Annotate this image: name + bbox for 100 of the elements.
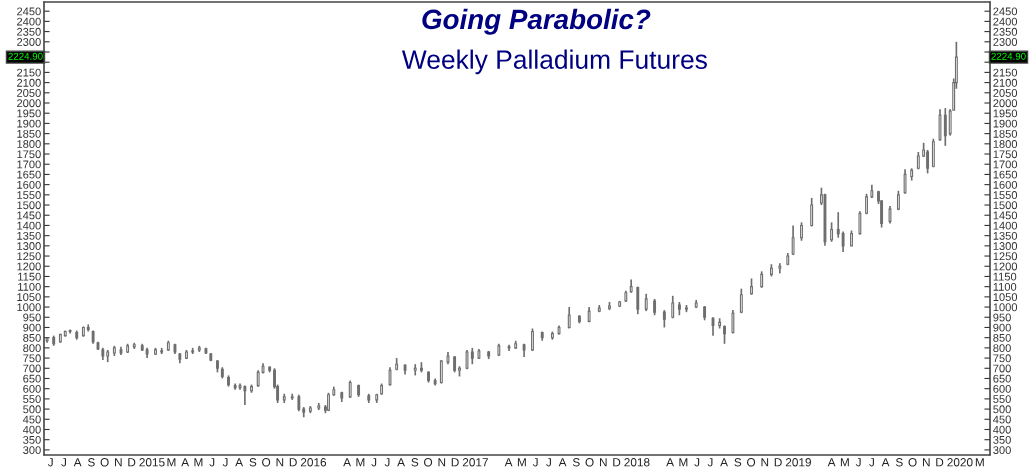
candlestick [154, 347, 157, 356]
x-tick-label: 2019 [785, 458, 811, 467]
y2-tick-label: 1250 [993, 252, 1018, 261]
x-tick-label: O [747, 458, 756, 467]
y-tick-label: 2050 [17, 89, 41, 97]
y-tick-label: 500 [23, 405, 41, 414]
x-tick-label: A [558, 458, 567, 467]
x-tick-label: J [209, 458, 215, 467]
y-tick-label: 750 [23, 354, 41, 363]
y2-tick-label: 800 [993, 344, 1011, 353]
x-tick-label: A [397, 458, 405, 467]
y-tick-label: 300 [23, 446, 41, 455]
x-tick-label: J [707, 458, 713, 467]
y2-tick-label: 1200 [993, 262, 1018, 271]
y2-tick-label: 1000 [993, 303, 1018, 312]
x-tick-label: J [694, 458, 700, 467]
y2-tick-label: 1350 [993, 231, 1018, 240]
x-tick-label: A [666, 458, 675, 467]
y-tick-label: 1050 [17, 293, 41, 301]
y-tick-label: 1350 [17, 231, 41, 240]
y2-tick-label: 550 [993, 395, 1011, 404]
x-tick-label: J [47, 458, 53, 467]
y2-tick-label: 1150 [993, 272, 1017, 281]
candlestick [791, 224, 795, 256]
y-tick-label: 1600 [17, 180, 41, 189]
y-tick-label: 850 [23, 333, 41, 342]
y2-tick-label: 750 [993, 354, 1011, 363]
y-tick-label: 450 [22, 415, 41, 424]
y2-tick-label: 1700 [993, 160, 1018, 169]
candlestick [531, 327, 534, 352]
y-tick-label: 1750 [17, 150, 41, 159]
y2-tick-label: 2400 [993, 17, 1018, 26]
x-tick-label: D [613, 458, 621, 467]
y2-tick-label: 1400 [993, 221, 1018, 230]
candlestick [636, 285, 640, 316]
y-tick-label: 400 [22, 425, 41, 434]
y-tick-label: 2400 [17, 17, 41, 26]
y-tick-label: 1300 [17, 242, 41, 250]
y-tick-label: 550 [23, 395, 41, 404]
x-tick-label: D [936, 458, 944, 467]
chart-title: Going Parabolic? [422, 8, 651, 35]
candlestick [865, 192, 868, 216]
y2-tick-label: 2150 [993, 68, 1018, 77]
candlestick [750, 277, 753, 296]
x-tick-label: J [222, 458, 228, 467]
x-tick-label: M [167, 458, 176, 467]
y-tick-label: 1800 [17, 140, 41, 148]
y-tick-label: 2100 [17, 78, 41, 87]
text: Weekly Palladium Futures [401, 49, 707, 75]
candlestick [769, 263, 773, 278]
x-tick-label: N [761, 458, 769, 467]
y2-tick-label: 1850 [993, 129, 1018, 138]
candlestick [427, 370, 430, 384]
candlestick [685, 304, 688, 313]
x-tick-label: O [908, 458, 917, 467]
candlestick [830, 221, 834, 243]
x-tick-label: N [115, 458, 122, 467]
x-tick-label: O [585, 458, 594, 467]
x-tick-label: M [975, 458, 984, 467]
x-tick-label: A [73, 458, 82, 467]
candlestick [903, 168, 907, 195]
y-tick-label: 1700 [17, 160, 41, 169]
x-tick-label: 2020 [947, 458, 973, 467]
y2-tick-label: 1050 [993, 293, 1018, 301]
y2-tick-label: 2000 [993, 99, 1018, 108]
x-tick-label: M [679, 458, 688, 467]
x-tick-label: D [774, 458, 782, 467]
y-tick-label: 800 [23, 344, 41, 353]
x-tick-label: A [827, 458, 836, 467]
y-tick-label: 1500 [17, 201, 41, 210]
y-tick-label: 650 [23, 374, 41, 383]
y-tick-label: 350 [23, 435, 41, 444]
y2-tick-label: 900 [993, 323, 1011, 332]
x-tick-label: A [881, 458, 890, 467]
y-tick-label: 1200 [17, 262, 41, 271]
x-tick-label: J [61, 458, 66, 467]
y2-tick-label: 1950 [993, 109, 1018, 118]
y-tick-label: 1450 [17, 211, 41, 220]
candlestick [458, 365, 461, 378]
y2-tick-label: 950 [993, 313, 1011, 322]
x-tick-label: A [181, 458, 190, 467]
text: 2224.90 [991, 52, 1026, 60]
x-tick-label: D [451, 458, 459, 467]
x-tick-label: M [356, 458, 365, 467]
x-tick-label: S [249, 458, 257, 467]
y2-tick-label: 500 [993, 405, 1011, 414]
y2-tick-label: 300 [993, 446, 1011, 455]
x-tick-label: M [840, 458, 849, 467]
candlestick [327, 391, 330, 412]
y-tick-label: 1150 [18, 272, 41, 281]
x-tick-label: M [517, 458, 526, 467]
x-tick-label: 2018 [624, 458, 650, 467]
y-tick-label: 2300 [17, 38, 41, 46]
y2-tick-label: 1100 [993, 282, 1017, 291]
x-tick-label: D [289, 458, 297, 467]
y2-tick-label: 1450 [993, 211, 1018, 220]
y-tick-label: 1100 [18, 282, 41, 291]
candlestick [800, 221, 803, 242]
candlestick [185, 349, 188, 360]
x-tick-label: A [504, 458, 513, 467]
